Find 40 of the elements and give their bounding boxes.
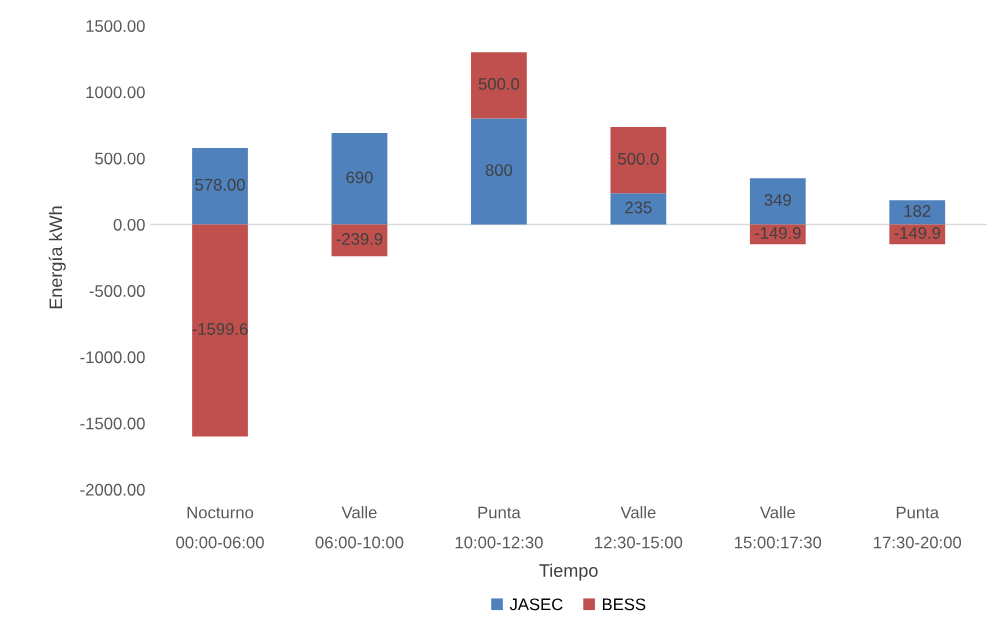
data-label: 349: [764, 194, 791, 206]
data-label: 690: [346, 171, 373, 184]
bar: [192, 147, 248, 225]
x-tick-label: Valle 12:30-15:00: [595, 506, 683, 549]
y-tick-label: 1000.00: [86, 86, 145, 99]
data-label: -239.9: [336, 233, 383, 245]
bar: [610, 127, 667, 194]
data-label: -1599.6: [192, 323, 248, 335]
x-tick-label: Nocturno 00:00-06:00: [176, 506, 264, 549]
data-label: 500.0: [478, 78, 520, 90]
x-tick-label: Valle 15:00:17:30: [735, 506, 822, 549]
data-label: -149.9: [894, 227, 941, 239]
data-label: 235: [625, 201, 652, 214]
bar: [192, 224, 248, 437]
data-label: -149.9: [754, 227, 801, 239]
bar: [331, 133, 388, 225]
bar: [749, 178, 806, 225]
x-tick-label: Punta 10:00-12:30: [455, 506, 543, 549]
y-tick-label: -2000.00: [80, 483, 145, 496]
bar: [471, 118, 527, 225]
y-tick-label: -1500.00: [80, 417, 145, 430]
y-tick-label: -500.00: [89, 285, 145, 297]
x-tick-label: Punta 17:30-20:00: [874, 506, 962, 549]
bar: [889, 200, 946, 225]
data-label: 800: [485, 164, 513, 176]
bar: [610, 193, 667, 225]
bar: [331, 224, 388, 257]
y-tick-label: 0.00: [113, 218, 145, 231]
data-label: 500.0: [618, 152, 659, 165]
data-label: 578.00: [195, 178, 245, 191]
y-tick-label: 500.00: [95, 152, 145, 165]
data-label: 182: [904, 205, 931, 217]
legend-label: BESS: [602, 598, 646, 611]
bar: [471, 52, 527, 119]
x-axis-title: Tiempo: [539, 563, 598, 581]
y-axis-title: Energía kWh: [48, 206, 66, 309]
y-tick-label: -1000.00: [80, 351, 145, 364]
y-tick-label: 1500.00: [86, 20, 145, 32]
x-tick-label: Valle 06:00-10:00: [315, 506, 404, 549]
legend-label: JASEC: [509, 598, 563, 611]
